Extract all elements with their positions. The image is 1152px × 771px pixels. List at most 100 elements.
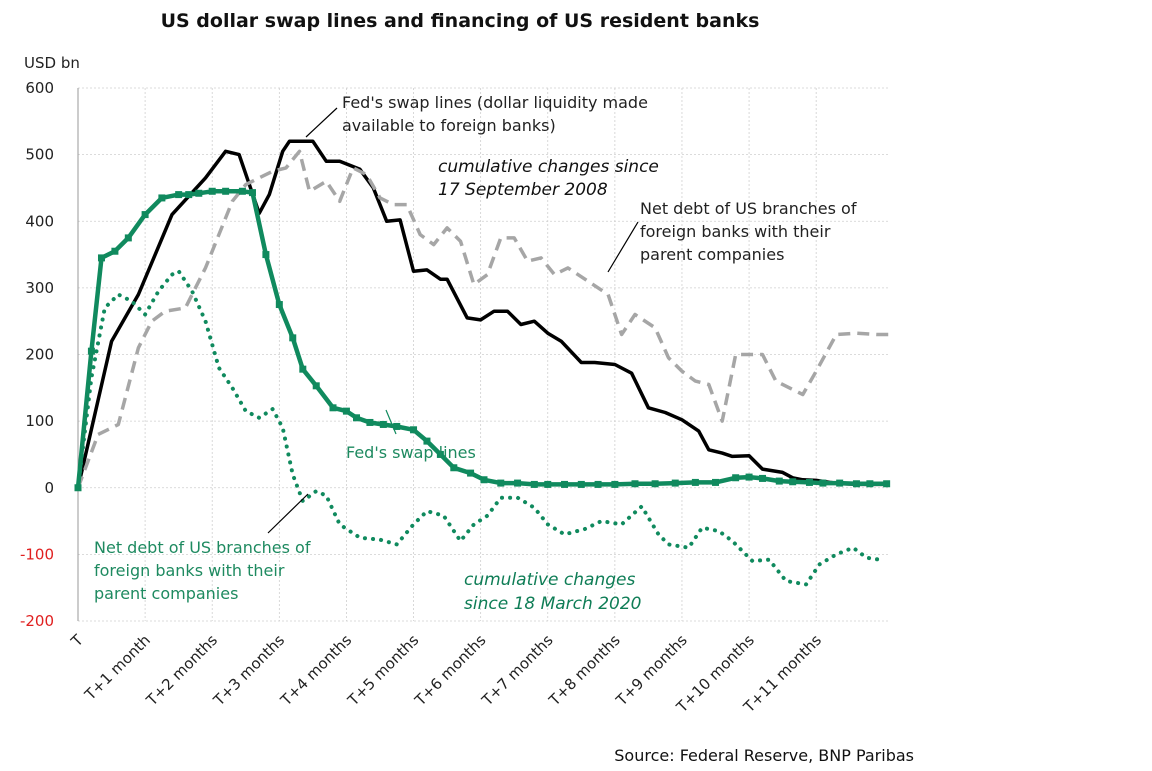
x-tick-label: T+2 months [142,631,221,710]
annotation-netdebt-2008-line3: parent companies [640,245,784,264]
x-tick-label: T+4 months [276,631,355,710]
series-marker-3 [480,476,488,484]
series-marker-3 [514,479,522,487]
x-tick-label: T+1 month [81,631,154,704]
series-marker-3 [175,191,183,199]
y-tick-label: 400 [25,212,54,230]
series-marker-3 [379,420,387,428]
series-marker-3 [789,478,797,486]
x-tick-label: T+6 months [411,631,490,710]
y-tick-label: 200 [25,346,54,364]
y-tick-label: 500 [25,146,54,164]
annotation-period-2008: cumulative changes since 17 September 20… [438,157,659,200]
series-line-1 [76,139,887,489]
series-marker-3 [289,334,297,342]
series-marker-3 [836,479,844,487]
series-marker-3 [222,187,230,195]
series-marker-3 [758,474,766,482]
x-tick-label: T+3 months [209,631,288,710]
chart-title: US dollar swap lines and financing of US… [161,10,760,32]
annotation-netdebt-2008-line1: Net debt of US branches of [640,199,857,218]
y-tick-label: -200 [20,612,54,630]
annotation-netdebt-2020: Net debt of US branches of foreign banks… [94,493,311,603]
x-tick-label: T+7 months [478,631,557,710]
grid [78,87,890,622]
series-marker-3 [111,247,119,255]
series-marker-3 [436,450,444,458]
series-marker-3 [594,480,602,488]
series-marker-3 [275,301,283,309]
annotation-fed-2020: Fed's swap lines [346,409,476,462]
series-line-2 [76,149,890,489]
series-marker-3 [185,191,193,199]
series-marker-3 [561,480,569,488]
series-marker-3 [866,480,874,488]
annotation-fed-2008-line1: Fed's swap lines (dollar liquidity made [342,93,648,112]
series-marker-3 [248,189,256,197]
series-marker-3 [97,254,105,262]
series-marker-3 [366,418,374,426]
annotation-fed-2020-text: Fed's swap lines [346,443,476,462]
series-marker-3 [467,469,475,477]
series-marker-3 [819,479,827,487]
series-marker-3 [732,474,740,482]
series-marker-3 [883,480,891,488]
series-marker-3 [124,234,132,242]
series-marker-3 [87,347,95,355]
annotation-netdebt-2008: Net debt of US branches of foreign banks… [607,199,857,273]
y-tick-label: 0 [44,479,54,497]
series-marker-3 [651,480,659,488]
series-marker-3 [141,211,149,219]
y-tick-label: 600 [25,79,54,97]
series-marker-3 [262,251,270,259]
series-marker-3 [208,187,216,195]
y-tick-label: -100 [20,545,54,563]
series-marker-3 [611,480,619,488]
y-axis-unit: USD bn [24,54,80,72]
series-marker-3 [852,480,860,488]
series-marker-3 [342,407,350,415]
annotation-period-2008-line1: cumulative changes since [438,157,659,177]
series-marker-3 [195,189,203,197]
series-marker-3 [158,194,166,202]
series-marker-3 [671,479,679,487]
series-marker-3 [691,478,699,486]
annotation-period-2020-line2: since 18 March 2020 [464,594,641,614]
series-marker-3 [410,426,418,434]
x-tick-label: T [67,631,88,652]
annotation-period-2008-line2: 17 September 2008 [438,180,608,200]
series-marker-3 [299,365,307,373]
series-marker-3 [805,478,813,486]
series-marker-3 [393,422,401,430]
series-marker-3 [423,437,431,445]
series-marker-3 [238,187,246,195]
annotation-netdebt-2020-line1: Net debt of US branches of [94,538,311,557]
annotation-netdebt-2008-line2: foreign banks with their [640,222,831,241]
annotation-fed-2008-line2: available to foreign banks) [342,116,556,135]
x-tick-label: T+8 months [545,631,624,710]
series-marker-3 [775,477,783,485]
series-marker-3 [329,404,337,412]
series-marker-3 [497,479,505,487]
series-marker-3 [450,464,458,472]
series-marker-3 [312,382,320,390]
series-marker-3 [352,414,360,422]
series-marker-3 [544,480,552,488]
annotation-fed-2008: Fed's swap lines (dollar liquidity made … [305,93,648,138]
annotation-period-2020-line1: cumulative changes [464,570,635,590]
y-tick-label: 300 [25,279,54,297]
series-marker-3 [712,478,720,486]
annotation-netdebt-2020-line2: foreign banks with their [94,561,285,580]
y-tick-labels: 600 500 400 300 200 100 0 -100 -200 [20,79,54,630]
y-tick-label: 100 [25,412,54,430]
series-marker-3 [631,480,639,488]
series-lines [74,139,891,587]
series-marker-3 [530,480,538,488]
x-tick-label: T+5 months [343,631,422,710]
source-note: Source: Federal Reserve, BNP Paribas [614,746,914,765]
series-marker-3 [745,473,753,481]
annotation-netdebt-2020-line3: parent companies [94,584,238,603]
series-marker-3 [577,480,585,488]
